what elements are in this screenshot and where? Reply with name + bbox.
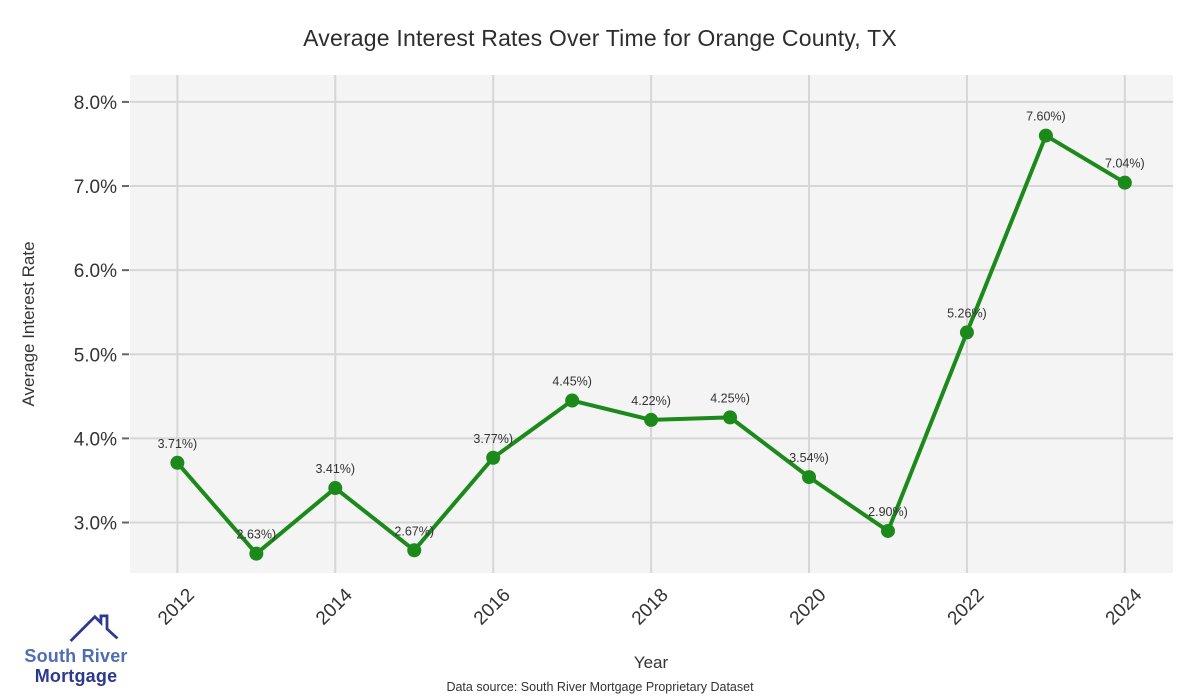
point-label: 4.22%) [631, 394, 671, 408]
data-point [565, 393, 580, 408]
point-label: 3.77%) [473, 432, 513, 446]
data-source-caption: Data source: South River Mortgage Propri… [446, 680, 754, 694]
data-point [1038, 128, 1053, 143]
logo-text-south-river: South River [24, 646, 128, 666]
point-label: 7.04%) [1105, 157, 1145, 171]
data-point [644, 412, 659, 427]
plot-layer: 3.0% 4.0% 5.0% 6.0% 7.0% 8.0% 2012 2014 2016 2018… [74, 75, 1173, 629]
data-point [1117, 175, 1132, 190]
y-tick-label: 4.0% [74, 429, 117, 450]
data-point [407, 543, 422, 558]
point-label: 3.41%) [315, 462, 355, 476]
point-label: 7.60%) [1026, 110, 1066, 124]
data-point [959, 325, 974, 340]
house-roof-icon [69, 614, 119, 642]
data-point [723, 410, 738, 425]
company-logo: South River Mortgage [16, 608, 136, 694]
data-point [249, 546, 264, 561]
y-tick-label: 8.0% [74, 93, 117, 114]
data-point [486, 450, 501, 465]
x-axis-title: Year [634, 653, 669, 672]
x-tick-label: 2018 [628, 585, 673, 630]
y-tick-label: 6.0% [74, 261, 117, 282]
x-tick-label: 2016 [470, 585, 515, 630]
point-label: 5.26%) [947, 306, 987, 320]
x-tick-label: 2020 [786, 585, 831, 630]
point-label: 2.67%) [394, 524, 434, 538]
y-axis-title: Average Interest Rate [19, 241, 38, 406]
data-point [880, 523, 895, 538]
point-label: 4.45%) [552, 375, 592, 389]
data-point [802, 470, 817, 485]
x-tick-label: 2024 [1102, 584, 1147, 629]
x-tick-label: 2012 [154, 585, 199, 630]
y-tick-label: 3.0% [74, 514, 117, 535]
point-label: 3.54%) [789, 451, 829, 465]
chart-title: Average Interest Rates Over Time for Ora… [303, 25, 897, 51]
data-point [170, 455, 185, 470]
data-point [328, 481, 343, 496]
point-label: 4.25%) [710, 391, 750, 405]
y-tick-label: 5.0% [74, 345, 117, 366]
logo-text-mortgage: Mortgage [34, 666, 118, 686]
x-tick-label: 2014 [312, 584, 357, 629]
x-tick-label: 2022 [944, 585, 989, 630]
point-label: 3.71%) [158, 437, 198, 451]
point-label: 2.63%) [237, 528, 277, 542]
point-label: 2.90%) [868, 505, 908, 519]
y-tick-label: 7.0% [74, 177, 117, 198]
